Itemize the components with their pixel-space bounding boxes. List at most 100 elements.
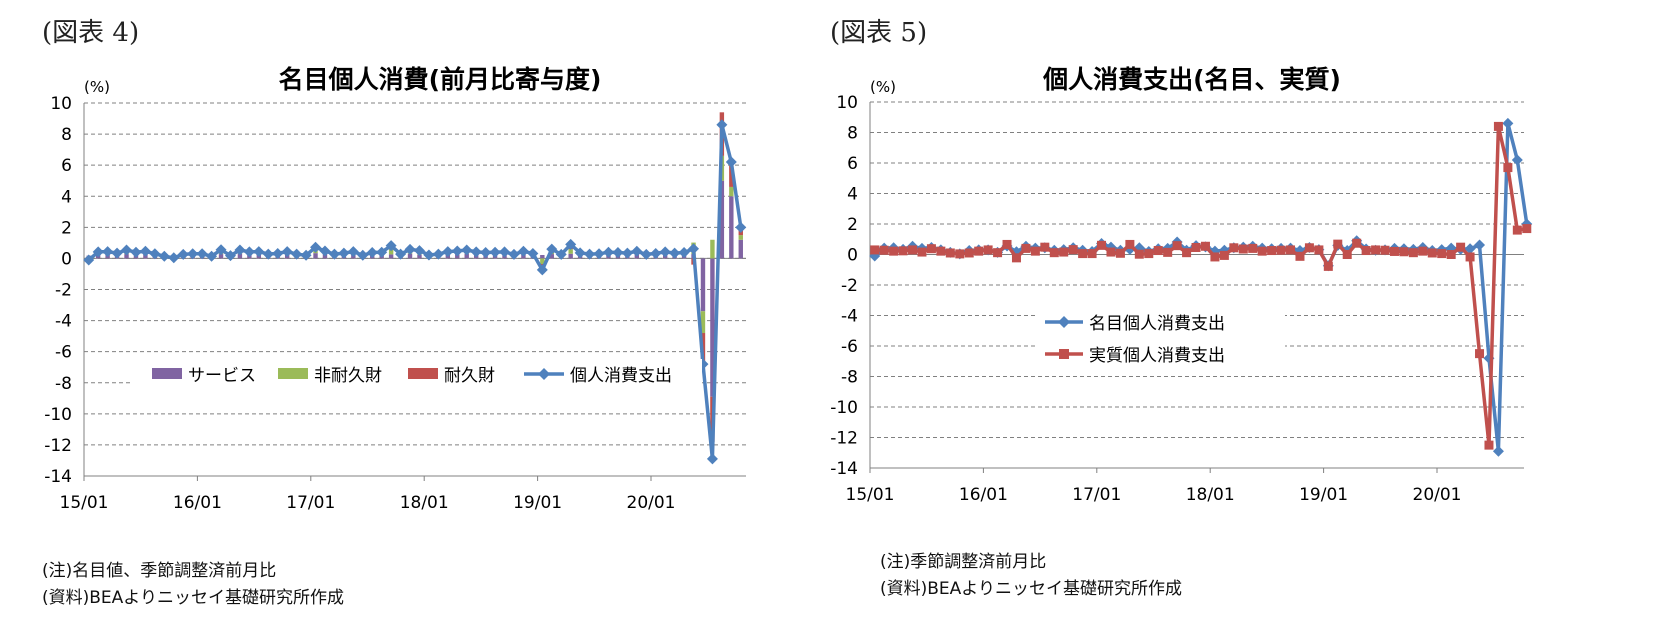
bar-segment — [729, 196, 734, 259]
data-point — [1361, 246, 1371, 256]
data-point — [917, 247, 927, 257]
data-point — [111, 247, 123, 259]
data-point — [1522, 224, 1532, 234]
data-point — [480, 247, 492, 259]
bar-segment — [738, 235, 743, 240]
bar-segment — [700, 258, 706, 312]
data-point — [1418, 246, 1428, 256]
y-tick-label: 6 — [847, 154, 858, 174]
x-tick-label: 16/01 — [173, 493, 222, 513]
y-tick-label: 6 — [61, 156, 72, 176]
data-point — [1493, 121, 1503, 131]
bar-segment — [729, 186, 734, 197]
legend-label: 個人消費支出 — [570, 366, 672, 386]
data-point — [1115, 248, 1125, 258]
data-point — [442, 246, 454, 258]
data-point — [1248, 243, 1258, 253]
y-unit-label: (%) — [870, 78, 896, 96]
bar-segment — [540, 258, 545, 265]
bar-segment — [218, 254, 224, 259]
y-tick-label: 4 — [61, 187, 72, 207]
y-tick-label: -2 — [55, 281, 72, 301]
data-point — [593, 248, 605, 260]
note-right-2: (資料)BEAよりニッセイ基礎研究所作成 — [880, 579, 1182, 599]
y-tick-label: -14 — [44, 467, 72, 487]
data-point — [489, 246, 501, 258]
data-point — [889, 246, 899, 256]
data-point — [1474, 239, 1486, 251]
data-point — [735, 221, 747, 233]
data-point — [898, 246, 908, 256]
legend-background — [1035, 303, 1285, 367]
data-point — [1314, 245, 1324, 255]
figure-label-4: (図表 4) — [42, 18, 140, 48]
data-point — [1437, 249, 1447, 259]
y-tick-label: 0 — [61, 249, 72, 269]
data-point — [1106, 247, 1116, 257]
data-point — [1078, 249, 1088, 259]
bar-segment — [124, 254, 129, 259]
data-point — [1333, 239, 1343, 249]
x-tick-label: 20/01 — [1413, 485, 1462, 505]
data-point — [584, 248, 596, 260]
x-tick-label: 19/01 — [1299, 485, 1348, 505]
data-point — [328, 248, 340, 260]
data-point — [234, 244, 246, 256]
y-tick-label: -10 — [830, 398, 858, 418]
data-point — [1257, 246, 1267, 256]
data-point — [1446, 250, 1456, 259]
data-point — [130, 246, 142, 258]
data-point — [196, 248, 208, 260]
data-point — [565, 238, 577, 250]
data-point — [1304, 243, 1314, 253]
data-point — [253, 246, 265, 258]
bar-segment — [313, 253, 318, 259]
data-point — [640, 248, 652, 260]
data-point — [1380, 245, 1390, 255]
bar-segment — [710, 239, 715, 259]
chart-title: 名目個人消費(前月比寄与度) — [279, 65, 602, 94]
data-point — [1267, 246, 1277, 256]
data-point — [291, 248, 303, 260]
x-tick-label: 19/01 — [513, 493, 562, 513]
chart-title: 個人消費支出(名目、実質) — [1042, 65, 1341, 94]
series-line — [87, 123, 743, 461]
data-point — [669, 247, 681, 259]
data-point — [1011, 253, 1021, 263]
data-point — [413, 245, 425, 257]
bar-segment — [540, 254, 545, 259]
data-point — [1210, 252, 1220, 262]
data-point — [1200, 241, 1210, 251]
data-point — [1097, 240, 1107, 250]
data-point — [272, 247, 284, 259]
data-point — [319, 245, 331, 257]
data-point — [215, 244, 227, 256]
data-point — [158, 250, 170, 262]
series-line — [874, 124, 1528, 447]
y-tick-label: -8 — [55, 374, 72, 394]
data-point — [1492, 445, 1504, 457]
y-tick-label: -14 — [830, 459, 858, 479]
data-point — [926, 244, 936, 254]
legend-label: 名目個人消費支出 — [1089, 314, 1225, 334]
y-tick-label: -12 — [830, 429, 858, 449]
data-point — [1464, 243, 1476, 255]
data-point — [974, 246, 984, 256]
data-point — [395, 248, 407, 260]
bar-segment — [568, 249, 573, 254]
bar-segment — [407, 253, 413, 259]
legend-swatch — [278, 368, 308, 379]
bar-segment — [700, 311, 706, 334]
x-tick-label: 17/01 — [1072, 485, 1121, 505]
data-point — [187, 248, 199, 260]
data-point — [706, 453, 718, 465]
data-point — [206, 250, 218, 262]
x-tick-label: 18/01 — [1186, 485, 1235, 505]
data-point — [1049, 248, 1059, 258]
data-point — [461, 244, 473, 256]
y-tick-label: -4 — [55, 312, 72, 332]
data-point — [725, 156, 737, 168]
data-point — [527, 247, 539, 259]
data-point — [716, 119, 728, 131]
data-point — [1276, 245, 1286, 255]
